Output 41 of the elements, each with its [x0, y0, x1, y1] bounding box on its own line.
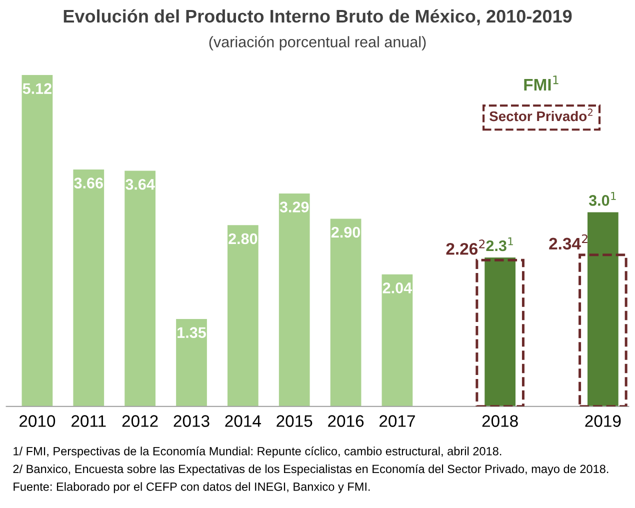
x-tick-label: 2013	[174, 415, 210, 427]
data-label: 1.35	[178, 327, 206, 338]
text: 2/ Banxico, Encuesta sobre las Expectativas de los Especialistas en Economía del Sector Privado, mayo de 2018.	[13, 464, 608, 476]
chart-subtitle: (variación porcentual real anual)	[209, 36, 426, 50]
x-tick-label: 2016	[328, 415, 364, 427]
bar	[22, 74, 53, 406]
bar	[588, 212, 618, 406]
data-label: 2.3$^{1}$	[486, 237, 513, 252]
data-label: 2.90	[331, 226, 360, 238]
bar	[330, 218, 362, 406]
source-note: Fuente: Elaborado por el CEFP con datos del INEGI, Banxico y FMI.	[14, 482, 370, 494]
bar	[176, 319, 207, 406]
text: Sector Privado$^{2}$	[489, 108, 592, 122]
data-label: 3.0$^{1}$	[588, 192, 616, 206]
bar	[484, 258, 516, 406]
text: FMI$^{1}$	[524, 76, 558, 90]
data-label: 2.34$^{2}$	[549, 234, 588, 250]
bar	[228, 225, 258, 406]
data-label: 2.26$^{2}$	[446, 240, 485, 255]
text: 1/ FMI, Perspectivas de la Economía Mundial: Repunte cíclico, cambio estructural, abril 2018.	[14, 446, 502, 458]
x-tick-label: 2014	[225, 415, 261, 427]
data-label: 3.29	[280, 202, 309, 212]
bar	[382, 274, 413, 406]
data-label: 2.04	[382, 282, 412, 294]
data-label: 5.12	[22, 83, 52, 94]
x-tick-label: 2015	[276, 415, 312, 427]
data-label: 3.64	[126, 178, 155, 190]
x-tick-label: 2018	[482, 415, 518, 427]
bar	[278, 193, 310, 406]
bar	[578, 254, 628, 406]
bar	[476, 258, 524, 406]
x-tick-label: 2010	[20, 415, 56, 427]
x-tick-label: 2012	[122, 415, 158, 427]
bar	[124, 170, 156, 406]
data-label: 2.80	[228, 233, 258, 244]
x-tick-label: 2017	[380, 415, 415, 427]
x-tick-label: 2019	[585, 415, 621, 427]
x-tick-label: 2011	[72, 415, 106, 427]
chart-title: Evolución del Producto Interno Bruto de México, 2010-2019	[64, 9, 572, 26]
data-label: 3.66	[74, 178, 103, 189]
bar	[73, 169, 104, 406]
